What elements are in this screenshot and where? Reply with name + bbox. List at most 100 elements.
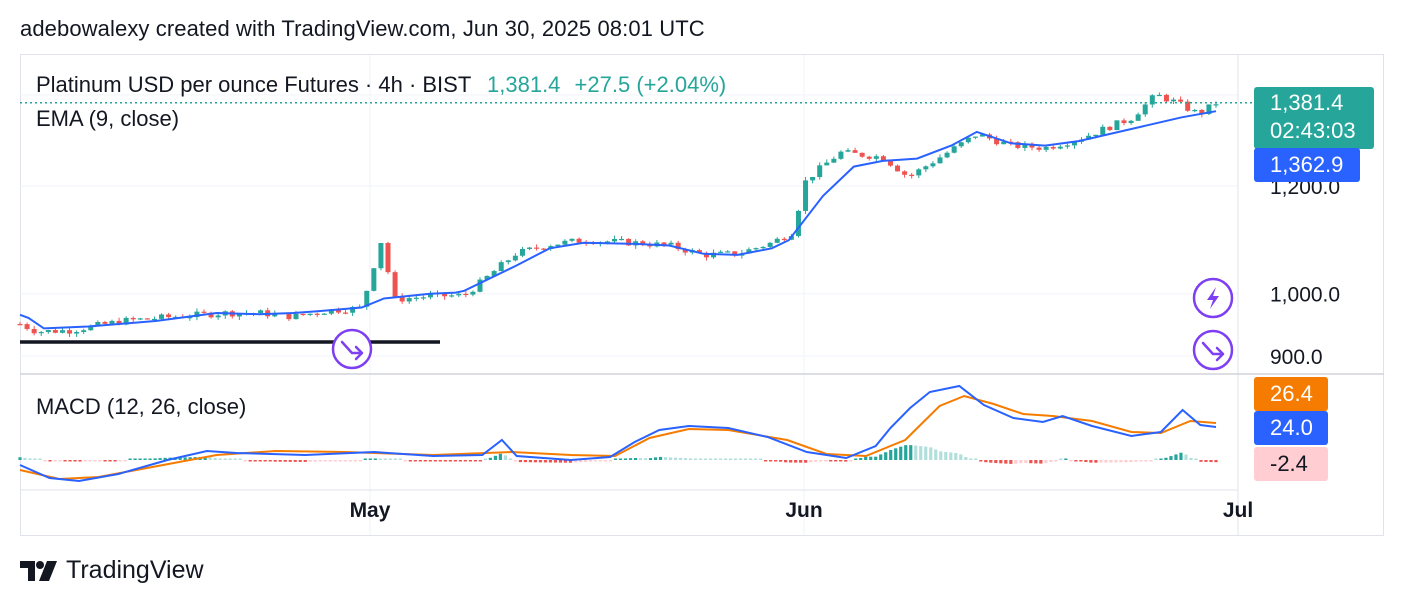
candle-up — [491, 269, 497, 276]
histogram-bar — [1149, 460, 1153, 462]
candle-up — [258, 309, 264, 314]
candle-body — [1100, 126, 1106, 135]
candle-body — [902, 171, 908, 175]
candle-down — [24, 322, 30, 331]
histogram-bar — [158, 458, 162, 460]
histogram-bar — [1169, 456, 1173, 460]
candle-body — [873, 156, 879, 159]
histogram-bar — [203, 456, 207, 460]
symbol-legend[interactable]: Platinum USD per ounce Futures · 4h · BI… — [36, 72, 726, 98]
histogram-bar — [278, 460, 282, 462]
candle-body — [909, 174, 915, 176]
candle-up — [774, 237, 780, 244]
candle-up — [951, 143, 957, 154]
last-price-badge: 1,381.4 02:43:03 — [1254, 87, 1374, 149]
line-tool-icon[interactable] — [331, 328, 373, 370]
candle-up — [477, 277, 483, 293]
histogram-bar — [443, 460, 447, 462]
histogram-bar — [754, 458, 758, 460]
histogram-bar — [588, 460, 593, 462]
candle-body — [95, 321, 101, 326]
histogram-bar — [744, 458, 748, 460]
histogram-bar — [313, 460, 317, 462]
candle-down — [31, 325, 37, 336]
histogram-bar — [573, 460, 578, 463]
candle-down — [1163, 93, 1169, 104]
candle-body — [965, 137, 971, 143]
chart-attribution: adebowalexy created with TradingView.com… — [20, 16, 705, 41]
scroll-to-latest-icon[interactable] — [1192, 329, 1234, 371]
histogram-bar — [408, 460, 412, 462]
histogram-bar — [1214, 460, 1218, 463]
candle-body — [392, 272, 398, 297]
histogram-bar — [448, 460, 452, 462]
histogram-bar — [83, 460, 87, 462]
candle-up — [194, 308, 200, 321]
histogram-bar — [618, 458, 623, 460]
histogram-bar — [809, 460, 813, 463]
candle-up — [1128, 119, 1134, 125]
candle-body — [958, 142, 964, 147]
candle-body — [116, 320, 122, 325]
histogram-bar — [693, 458, 698, 460]
candle-up — [1022, 141, 1028, 152]
histogram-bar — [373, 458, 377, 460]
histogram-bar — [253, 460, 257, 462]
histogram-bar — [1164, 457, 1168, 460]
brand-name: TradingView — [66, 556, 204, 584]
histogram-bar — [463, 460, 467, 462]
histogram-bar — [869, 456, 873, 460]
candle-down — [675, 240, 681, 252]
macd-legend[interactable]: MACD (12, 26, close) — [36, 394, 247, 419]
histogram-bar — [558, 460, 563, 463]
candle-body — [795, 210, 801, 237]
candle-down — [781, 237, 787, 242]
histogram-bar — [1079, 460, 1083, 462]
histogram-bar — [713, 458, 718, 460]
histogram-bar — [969, 458, 973, 460]
candle-body — [803, 180, 809, 211]
histogram-bar — [643, 458, 648, 460]
histogram-bar — [819, 460, 823, 462]
scroll-to-latest-icon-glyph — [1201, 341, 1225, 362]
candle-down — [852, 147, 858, 153]
candle-body — [1057, 146, 1063, 149]
candle-body — [427, 294, 433, 298]
candle-body — [307, 313, 313, 315]
candle-body — [24, 324, 30, 329]
histogram-bar — [163, 457, 167, 460]
chart-panel[interactable] — [20, 54, 1384, 536]
alert-bolt-icon[interactable] — [1192, 277, 1234, 319]
histogram-bar — [188, 457, 192, 460]
candle-body — [321, 313, 327, 315]
histogram-bar — [423, 460, 427, 462]
candle-up — [45, 329, 51, 334]
candle-up — [619, 236, 625, 241]
histogram-bar — [323, 460, 327, 462]
candle-body — [1022, 143, 1028, 148]
histogram-bar — [1144, 460, 1148, 462]
histogram-bar — [979, 460, 983, 462]
histogram-bar — [598, 460, 603, 462]
histogram-bar — [949, 452, 953, 460]
histogram-bar — [88, 460, 92, 462]
candle-body — [130, 317, 136, 320]
price-gridlines — [20, 55, 1238, 535]
histogram-bar — [418, 460, 422, 462]
histogram-bar — [884, 452, 888, 460]
histogram-bar — [1044, 460, 1048, 464]
candle-body — [314, 313, 320, 315]
tradingview-branding[interactable]: TradingView — [20, 556, 204, 585]
candle-body — [675, 242, 681, 250]
candle-body — [335, 309, 341, 313]
candle-body — [45, 330, 51, 333]
candle-up — [1171, 97, 1177, 105]
histogram-bar — [703, 458, 708, 460]
price-change-label: +27.5 (+2.04%) — [574, 72, 727, 97]
histogram-bar — [603, 460, 608, 462]
candle-body — [31, 328, 37, 334]
ema-legend[interactable]: EMA (9, close) — [36, 106, 180, 131]
candle-down — [17, 322, 23, 326]
histogram-bar — [583, 460, 588, 462]
